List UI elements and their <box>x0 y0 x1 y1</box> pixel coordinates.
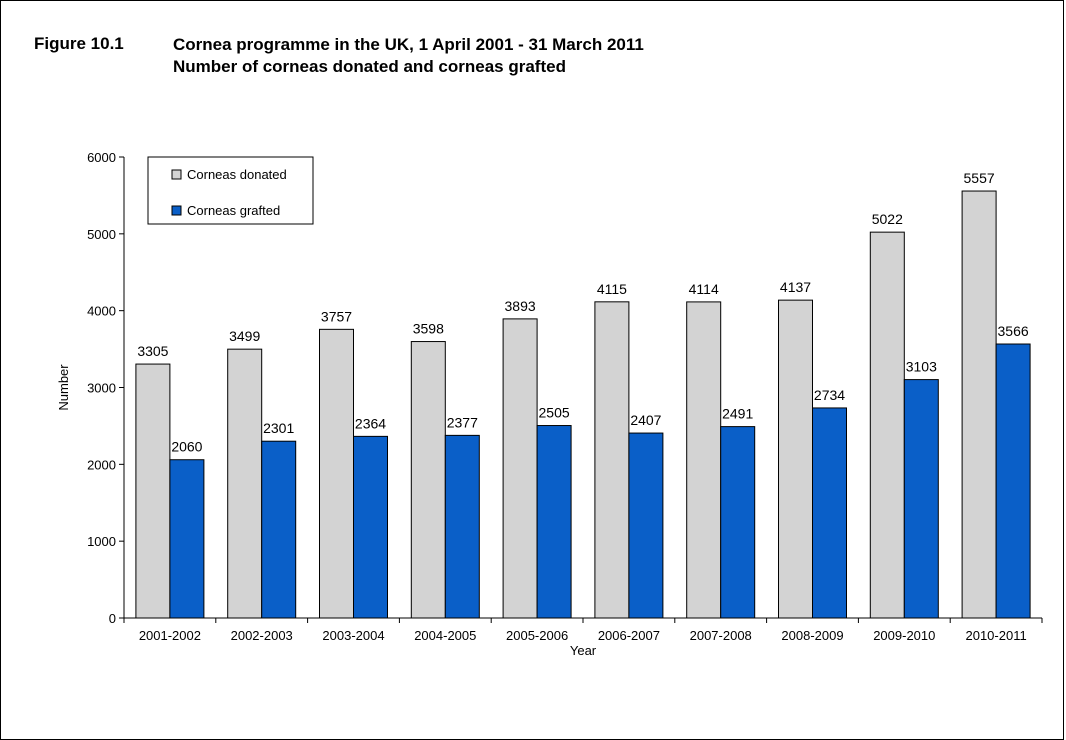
y-tick-label: 2000 <box>87 457 116 472</box>
bar-donated <box>594 301 630 619</box>
legend-swatch <box>171 169 182 180</box>
y-tick-label: 1000 <box>87 534 116 549</box>
x-tick-label: 2004-2005 <box>414 628 476 643</box>
bar-grafted <box>720 426 756 619</box>
data-label: 4114 <box>689 281 719 297</box>
bar-grafted <box>353 435 388 619</box>
data-label: 4137 <box>780 279 811 295</box>
figure-title: Cornea programme in the UK, 1 April 2001… <box>173 34 644 78</box>
data-label: 3893 <box>505 298 536 314</box>
data-label: 2364 <box>355 415 386 431</box>
data-label: 2377 <box>447 414 478 430</box>
data-label: 3598 <box>413 321 444 337</box>
data-label: 2734 <box>814 387 845 403</box>
x-tick-label: 2002-2003 <box>231 628 293 643</box>
bar-donated <box>502 318 538 619</box>
x-tick-label: 2009-2010 <box>873 628 935 643</box>
figure-label: Figure 10.1 <box>34 34 124 53</box>
bar-donated <box>778 299 813 619</box>
x-tick-label: 2007-2008 <box>690 628 752 643</box>
data-label: 4115 <box>597 281 627 297</box>
data-label: 5557 <box>964 170 995 186</box>
legend-label: Corneas donated <box>187 167 287 182</box>
bar-donated <box>410 341 446 619</box>
data-label: 2505 <box>539 405 570 421</box>
x-tick-label: 2006-2007 <box>598 628 660 643</box>
bar-grafted <box>169 459 205 619</box>
y-tick-label: 3000 <box>87 381 116 396</box>
y-axis-title: Number <box>56 364 71 411</box>
bar-donated <box>961 190 997 619</box>
data-label: 2491 <box>722 406 753 422</box>
data-label: 3757 <box>321 308 352 324</box>
data-label: 3305 <box>137 343 168 359</box>
data-label: 2301 <box>263 420 294 436</box>
x-tick-label: 2001-2002 <box>139 628 201 643</box>
bar-grafted <box>536 425 572 619</box>
bar-donated <box>135 363 171 619</box>
y-tick-label: 4000 <box>87 304 116 319</box>
figure-title-line2: Number of corneas donated and corneas gr… <box>173 57 566 76</box>
x-tick-label: 2003-2004 <box>322 628 384 643</box>
x-axis-title: Year <box>570 643 597 658</box>
data-label: 3499 <box>229 328 260 344</box>
bar-donated <box>869 231 905 619</box>
y-tick-label: 5000 <box>87 227 116 242</box>
data-label: 3103 <box>906 359 937 375</box>
bar-donated <box>227 348 263 619</box>
legend-label: Corneas grafted <box>187 203 280 218</box>
data-label: 2060 <box>171 439 202 455</box>
bar-grafted <box>444 434 480 619</box>
data-label: 5022 <box>872 211 903 227</box>
legend-swatch <box>171 205 182 216</box>
data-label: 2407 <box>630 412 661 428</box>
bar-grafted <box>628 432 664 619</box>
x-tick-label: 2010-2011 <box>965 628 1026 643</box>
figure-title-line1: Cornea programme in the UK, 1 April 2001… <box>173 35 644 54</box>
y-tick-label: 6000 <box>87 150 116 165</box>
x-tick-label: 2005-2006 <box>506 628 568 643</box>
bar-grafted <box>261 440 297 619</box>
bar-grafted <box>812 407 847 619</box>
bar-grafted <box>903 379 939 619</box>
bar-grafted <box>995 343 1031 619</box>
x-tick-label: 2008-2009 <box>781 628 843 643</box>
bar-donated <box>319 328 354 619</box>
y-tick-label: 0 <box>109 611 116 626</box>
data-label: 3566 <box>998 323 1029 339</box>
bar-donated <box>686 301 722 619</box>
